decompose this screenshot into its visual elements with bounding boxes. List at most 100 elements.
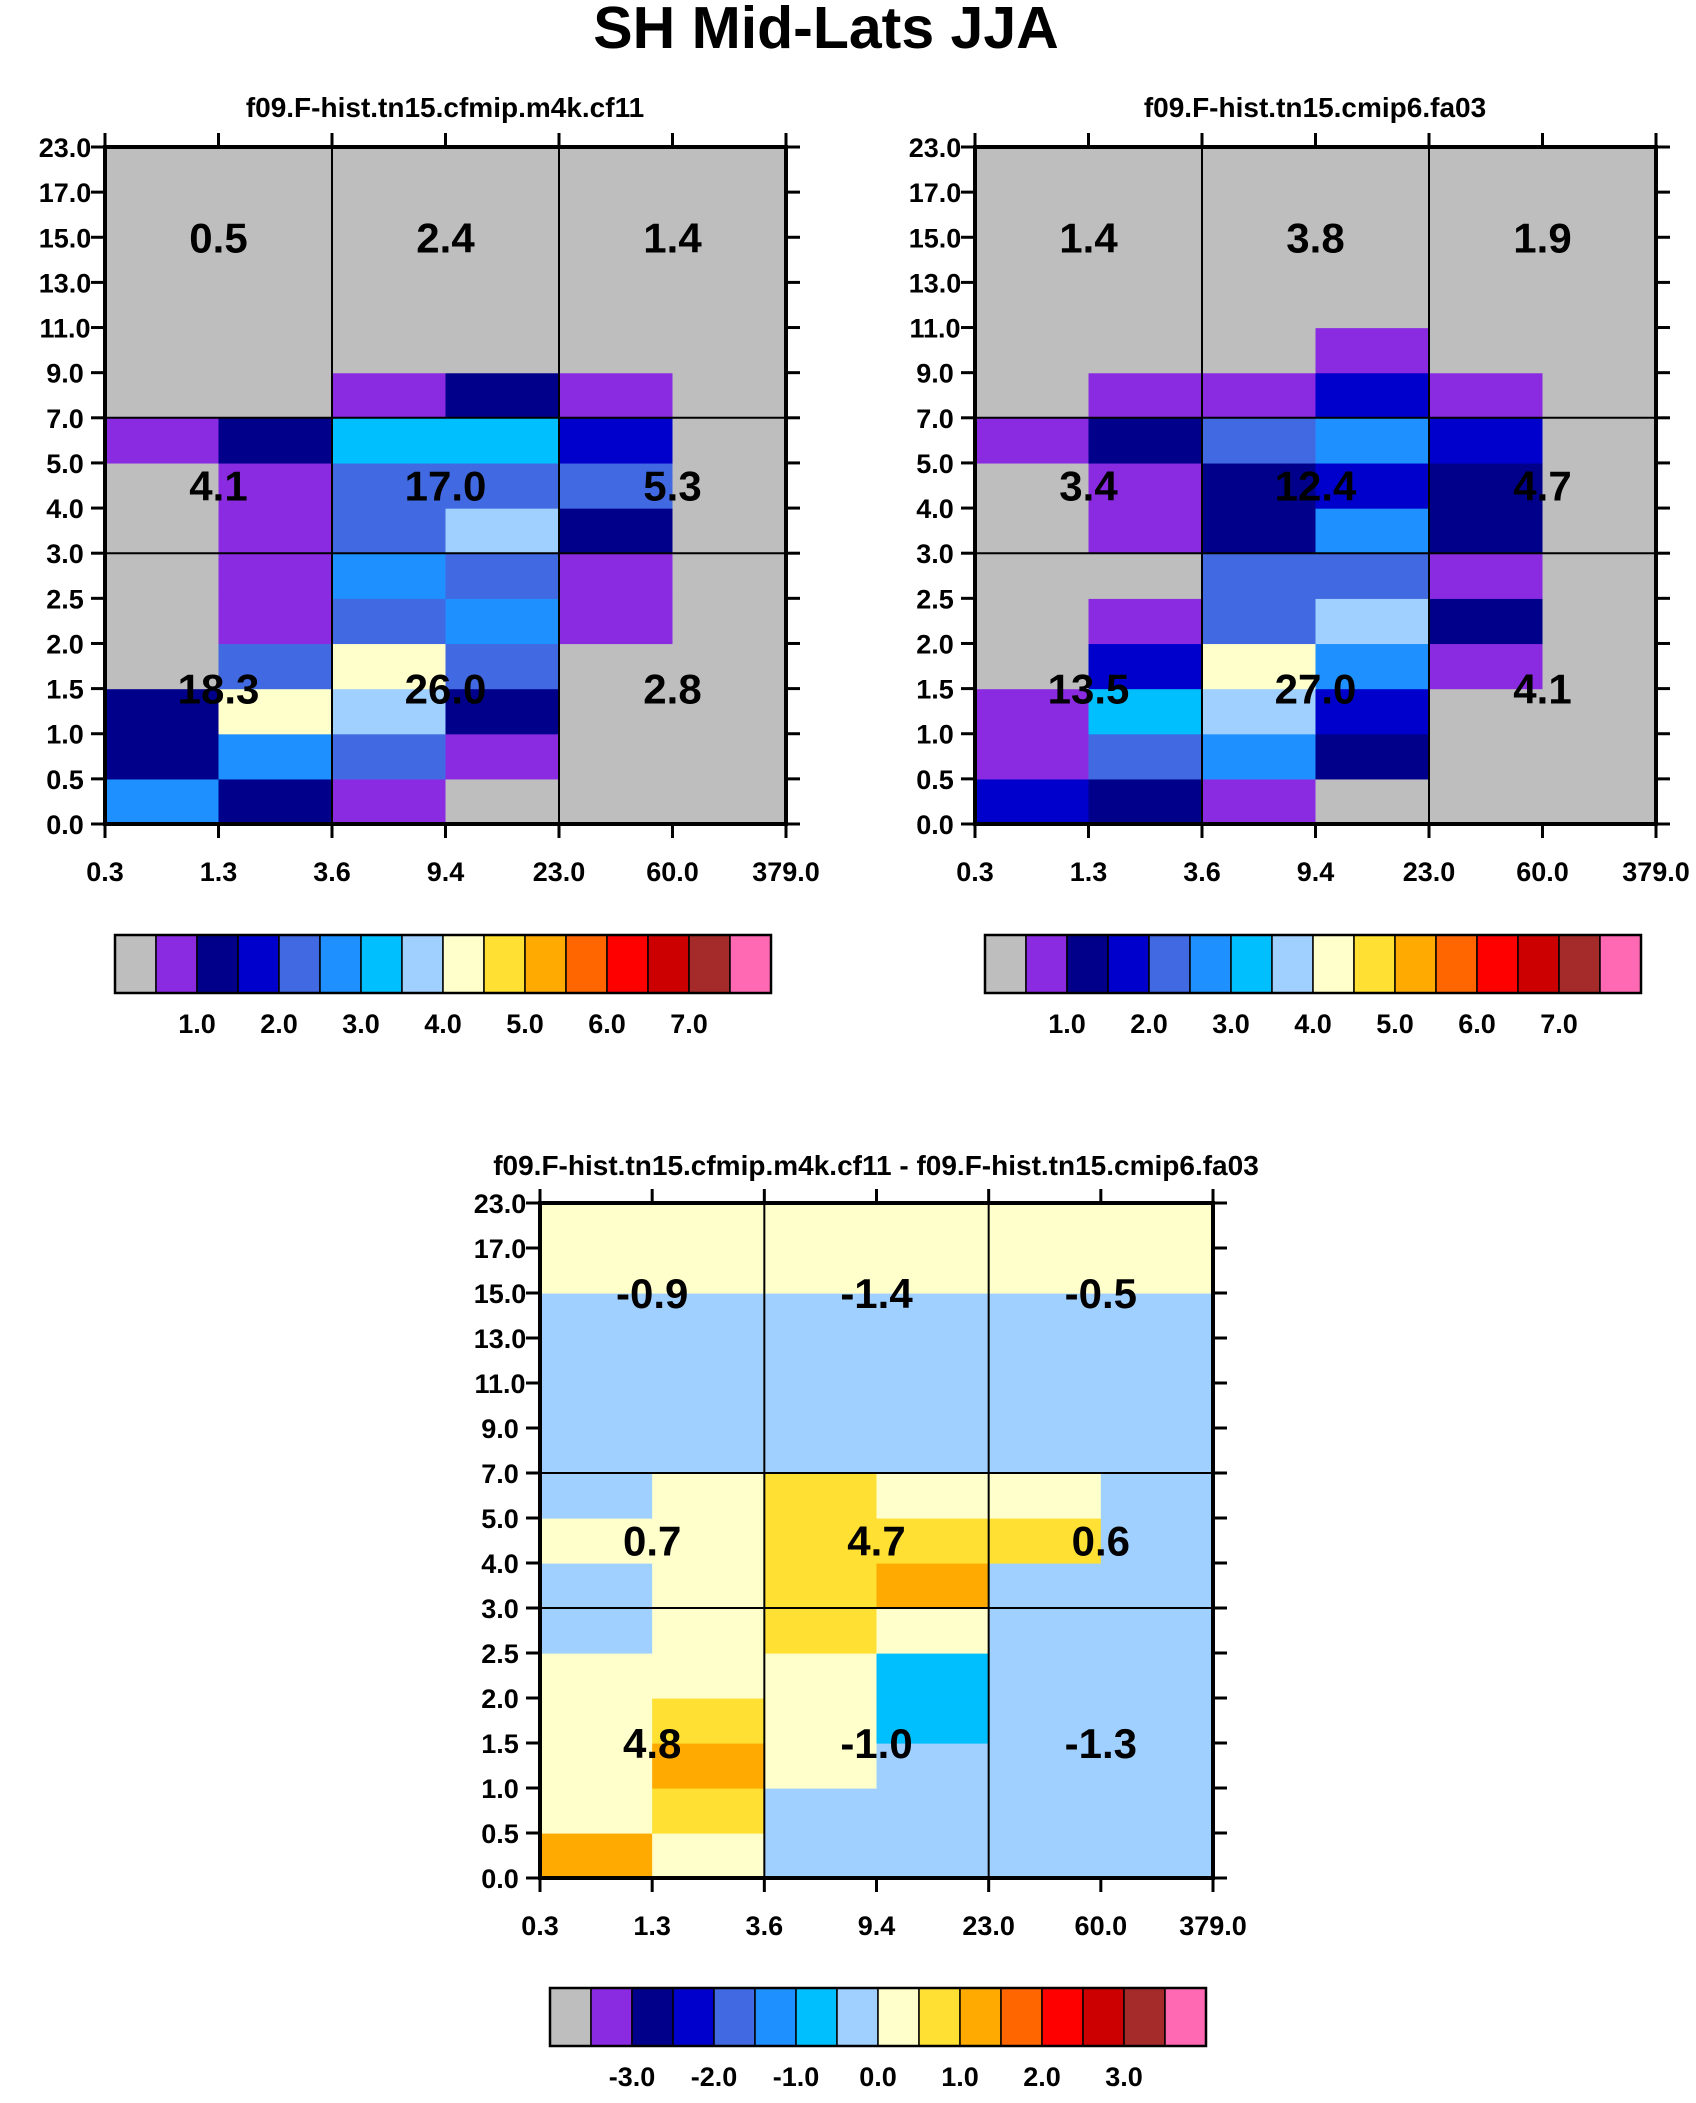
heatmap-cell (988, 1203, 1102, 1249)
heatmap-cell (1202, 417, 1317, 464)
colorbar-label: -1.0 (773, 2062, 820, 2092)
colorbar-swatch (1476, 934, 1519, 994)
block-value-label: 3.4 (1059, 463, 1118, 510)
heatmap-cell (1088, 778, 1203, 825)
heatmap-cell (1088, 237, 1203, 283)
heatmap-cell (988, 1788, 1102, 1834)
block-value-label: 12.4 (1275, 463, 1357, 510)
heatmap-cell (988, 1383, 1102, 1429)
panel-title: f09.F-hist.tn15.cfmip.m4k.cf11 - f09.F-h… (493, 1150, 1259, 1181)
heatmap-cell (105, 598, 220, 645)
heatmap-cell (1542, 372, 1657, 419)
heatmap-cell (975, 643, 1090, 690)
block-value-label: 3.8 (1286, 214, 1344, 261)
y-tick-label: 15.0 (909, 223, 962, 253)
colorbar-swatch (729, 934, 772, 994)
heatmap-cell (988, 1698, 1102, 1744)
heatmap-cell (876, 1698, 990, 1744)
heatmap-cell (559, 192, 674, 238)
colorbar-swatch (278, 934, 321, 994)
colorbar-label: 3.0 (1212, 1009, 1250, 1039)
heatmap-cell (652, 1743, 765, 1789)
heatmap-cell (975, 733, 1090, 780)
block-value-label: -0.9 (616, 1270, 688, 1317)
heatmap-cell (764, 1743, 878, 1789)
heatmap-cell (672, 282, 787, 329)
heatmap-cell (1429, 553, 1544, 599)
heatmap-cell (332, 778, 447, 825)
heatmap-cell (1088, 733, 1203, 780)
heatmap-cell (652, 1698, 765, 1744)
heatmap-cell (559, 327, 674, 374)
heatmap-cell (1315, 778, 1430, 825)
colorbar-swatch (1599, 934, 1642, 994)
heatmap-cell (1429, 147, 1544, 193)
heatmap-cell (1542, 327, 1657, 374)
heatmap-cell (105, 508, 220, 554)
heatmap-cell (1202, 282, 1317, 329)
y-tick-label: 2.0 (916, 629, 954, 659)
colorbar-label: 1.0 (1048, 1009, 1086, 1039)
x-tick-label: 60.0 (646, 857, 699, 887)
heatmap-cell (540, 1788, 653, 1834)
colorbar-label: 5.0 (1376, 1009, 1414, 1039)
heatmap-cell (652, 1338, 765, 1384)
heatmap-cell (445, 598, 560, 645)
heatmap-cell (876, 1293, 990, 1339)
heatmap-cell (1315, 688, 1430, 735)
heatmap-cell (105, 417, 220, 464)
y-tick-label: 4.0 (481, 1549, 519, 1579)
heatmap-cell (988, 1743, 1102, 1789)
heatmap-cell (975, 327, 1090, 374)
y-tick-label: 3.0 (46, 539, 84, 569)
y-tick-label: 9.0 (481, 1414, 519, 1444)
heatmap-cell (1088, 462, 1203, 509)
heatmap-cell (105, 462, 220, 509)
heatmap-cell (988, 1428, 1102, 1474)
heatmap-cell (105, 372, 220, 419)
heatmap-cell (445, 688, 560, 735)
heatmap-cell (1315, 372, 1430, 419)
heatmap-cell (540, 1203, 653, 1249)
heatmap-cell (1315, 147, 1430, 193)
heatmap-cell (445, 643, 560, 690)
heatmap-cell (445, 282, 560, 329)
heatmap-cell (1429, 778, 1544, 825)
heatmap-cell (1315, 553, 1430, 599)
heatmap-cell (876, 1383, 990, 1429)
colorbar-swatch (1025, 934, 1068, 994)
colorbar-swatch (877, 1987, 920, 2047)
chart-panel-3: f09.F-hist.tn15.cfmip.m4k.cf11 - f09.F-h… (474, 1150, 1259, 1941)
heatmap-cell (876, 1788, 990, 1834)
heatmap-cell (672, 147, 787, 193)
heatmap-cell (652, 1428, 765, 1474)
heatmap-cell (559, 733, 674, 780)
heatmap-cell (975, 598, 1090, 645)
heatmap-cell (559, 778, 674, 825)
heatmap-cell (332, 192, 447, 238)
y-tick-label: 4.0 (46, 494, 84, 524)
x-tick-label: 60.0 (1516, 857, 1569, 887)
heatmap-cell (652, 1518, 765, 1564)
colorbar-3: -3.0 -2.0 -1.0 0.0 1.0 2.0 3.0 (548, 1986, 1208, 2092)
block-value-label: -1.3 (1065, 1720, 1137, 1767)
heatmap-cell (445, 192, 560, 238)
heatmap-cell (1542, 778, 1657, 825)
heatmap-cell (1202, 643, 1317, 690)
heatmap-cell (1542, 282, 1657, 329)
heatmap-cell (1429, 192, 1544, 238)
heatmap-cell (105, 643, 220, 690)
block-value-label: -1.4 (840, 1270, 913, 1317)
heatmap-cell (1315, 598, 1430, 645)
y-tick-label: 3.0 (481, 1594, 519, 1624)
colorbar-swatch (237, 934, 280, 994)
heatmap-cell (764, 1248, 878, 1294)
heatmap-cell (1202, 372, 1317, 419)
heatmap-cell (1100, 1293, 1214, 1339)
y-tick-label: 11.0 (39, 314, 90, 344)
colorbar-swatch (442, 934, 485, 994)
x-tick-label: 3.6 (746, 1911, 784, 1941)
heatmap-cell (332, 147, 447, 193)
heatmap-cell (1202, 462, 1317, 509)
heatmap-cell (1202, 598, 1317, 645)
